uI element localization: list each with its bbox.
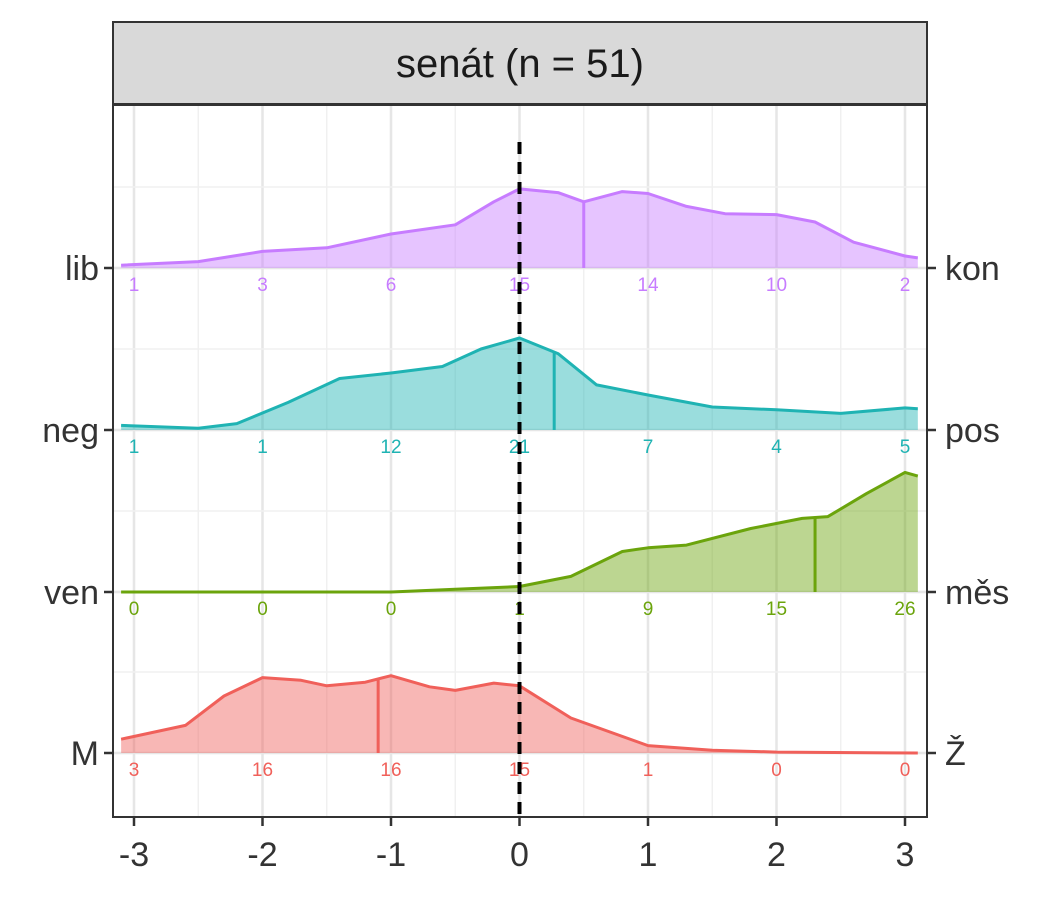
count-label: 5 bbox=[900, 437, 911, 458]
ridge-line-neg bbox=[121, 336, 918, 430]
x-tick-label: -1 bbox=[376, 836, 406, 874]
x-tick-label: 2 bbox=[767, 836, 786, 874]
count-label: 0 bbox=[771, 760, 782, 781]
count-label: 0 bbox=[900, 760, 911, 781]
count-label: 2 bbox=[900, 275, 911, 296]
count-label: 4 bbox=[771, 437, 782, 458]
count-label: 1 bbox=[129, 275, 140, 296]
ridge-fill-M bbox=[121, 675, 918, 753]
count-label: 3 bbox=[129, 760, 140, 781]
x-tick-label: 1 bbox=[639, 836, 658, 874]
count-label: 0 bbox=[129, 599, 140, 620]
count-label: 15 bbox=[766, 599, 787, 620]
y-label-left: ven bbox=[44, 574, 99, 612]
count-label: 3 bbox=[257, 275, 268, 296]
ridge-line-M bbox=[120, 674, 918, 755]
y-label-left: M bbox=[71, 735, 99, 773]
y-label-right: pos bbox=[945, 412, 1000, 450]
count-label: 9 bbox=[643, 599, 654, 620]
count-label: 14 bbox=[637, 275, 659, 296]
x-tick-label: 3 bbox=[896, 836, 915, 874]
count-label: 1 bbox=[643, 760, 654, 781]
ridge-fill-ven bbox=[121, 472, 918, 592]
count-label: 16 bbox=[252, 760, 273, 781]
count-label: 0 bbox=[386, 599, 397, 620]
x-tick-label: 0 bbox=[510, 836, 529, 874]
count-label: 7 bbox=[643, 437, 654, 458]
y-label-right: měs bbox=[945, 574, 1009, 612]
y-label-right: Ž bbox=[945, 735, 966, 773]
count-label: 26 bbox=[894, 599, 915, 620]
count-label: 6 bbox=[386, 275, 397, 296]
facet-strip: senát (n = 51) bbox=[112, 21, 928, 105]
count-label: 10 bbox=[766, 275, 787, 296]
count-label: 12 bbox=[380, 437, 401, 458]
strip-background bbox=[112, 21, 928, 105]
y-label-left: lib bbox=[65, 250, 99, 288]
panel-title: senát (n = 51) bbox=[396, 42, 644, 86]
x-tick-label: -2 bbox=[247, 836, 277, 874]
x-tick-label: -3 bbox=[119, 836, 149, 874]
count-label: 1 bbox=[129, 437, 140, 458]
y-label-right: kon bbox=[945, 250, 1000, 288]
count-label: 16 bbox=[380, 760, 401, 781]
y-label-left: neg bbox=[42, 412, 99, 450]
plot-panel: 13615141021112217450001915263161615100li… bbox=[42, 104, 1009, 874]
count-label: 1 bbox=[257, 437, 268, 458]
count-label: 0 bbox=[257, 599, 268, 620]
ridge-line-ven bbox=[121, 470, 919, 594]
